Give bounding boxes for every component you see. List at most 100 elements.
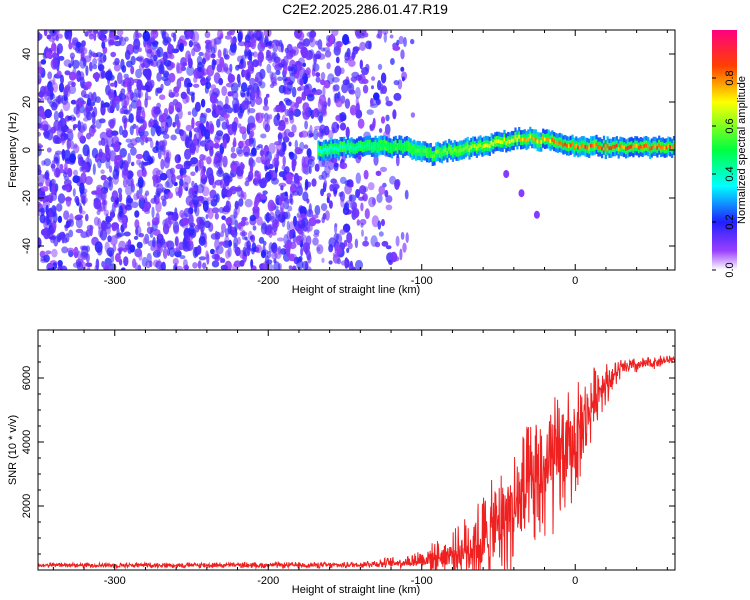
noise-speckle: [312, 63, 320, 72]
noise-speckle: [38, 98, 42, 103]
noise-speckle: [385, 204, 393, 211]
noise-speckle: [372, 117, 376, 129]
noise-speckle: [137, 88, 142, 99]
noise-speckle: [50, 185, 56, 195]
signal-band-core: [462, 147, 466, 152]
noise-speckle: [247, 60, 254, 72]
noise-speckle: [249, 77, 256, 87]
signal-band-core: [403, 144, 407, 149]
noise-speckle: [315, 40, 319, 46]
noise-speckle: [174, 236, 179, 247]
signal-band-core: [466, 144, 469, 149]
signal-band-core: [461, 148, 464, 152]
noise-speckle: [118, 192, 123, 203]
colorbar-gradient: [712, 30, 737, 270]
colorbar-tick-label: 0.8: [724, 70, 736, 85]
noise-speckle: [156, 183, 164, 194]
noise-speckle: [108, 150, 117, 162]
noise-speckle: [312, 128, 319, 141]
noise-speckle: [358, 196, 365, 201]
noise-speckle: [287, 131, 295, 138]
signal-band-core: [420, 150, 423, 155]
noise-speckle: [99, 131, 108, 141]
signal-band-core: [567, 144, 571, 148]
signal-band-core: [359, 143, 362, 148]
noise-speckle: [123, 256, 129, 267]
noise-speckle: [70, 99, 77, 105]
noise-speckle: [360, 222, 364, 228]
signal-band-core: [416, 148, 419, 153]
signal-band-core: [623, 145, 626, 150]
noise-speckle: [251, 242, 257, 253]
noise-speckle: [265, 93, 270, 98]
signal-band-core: [556, 141, 559, 146]
noise-speckle: [38, 182, 44, 187]
noise-speckle: [291, 190, 300, 196]
noise-speckle: [112, 117, 116, 124]
noise-speckle: [375, 170, 382, 176]
chart-title: C2E2.2025.286.01.47.R19: [282, 1, 448, 17]
noise-speckle: [177, 108, 183, 120]
noise-speckle: [227, 91, 234, 97]
noise-speckle: [208, 120, 214, 133]
signal-band-core: [350, 145, 353, 149]
noise-speckle: [153, 106, 161, 115]
signal-band-core: [584, 145, 587, 149]
noise-speckle: [101, 37, 108, 43]
signal-band-core: [490, 140, 493, 145]
noise-speckle: [260, 177, 269, 184]
signal-band-core: [507, 139, 510, 144]
noise-speckle: [50, 178, 57, 186]
noise-speckle: [83, 94, 90, 99]
noise-speckle: [205, 75, 211, 82]
noise-speckle: [244, 180, 250, 187]
noise-speckle: [57, 193, 66, 204]
noise-speckle: [148, 157, 154, 165]
signal-band-core: [409, 146, 412, 150]
noise-speckle: [348, 89, 356, 95]
noise-speckle: [122, 178, 128, 188]
noise-speckle: [42, 197, 47, 203]
noise-speckle: [170, 62, 176, 69]
noise-speckle: [194, 165, 199, 173]
noise-speckle: [151, 217, 160, 226]
noise-speckle: [183, 160, 191, 170]
signal-band-core: [357, 144, 361, 148]
signal-band-core: [424, 149, 427, 153]
noise-speckle: [51, 93, 56, 100]
noise-speckle: [251, 147, 257, 156]
noise-speckle: [162, 247, 168, 259]
noise-speckle: [272, 221, 278, 233]
noise-speckle: [260, 250, 267, 259]
noise-speckle: [401, 76, 405, 82]
signal-band-core: [485, 143, 488, 148]
signal-band-core: [396, 146, 399, 151]
noise-speckle: [175, 265, 183, 270]
noise-speckle: [195, 141, 200, 154]
noise-speckle: [318, 114, 323, 124]
noise-speckle: [56, 203, 63, 212]
noise-speckle: [284, 109, 290, 117]
noise-speckle: [240, 189, 244, 201]
noise-speckle: [82, 195, 86, 206]
noise-speckle: [326, 192, 332, 198]
noise-speckle: [49, 227, 53, 234]
signal-band-core: [656, 146, 659, 150]
noise-speckle: [324, 50, 332, 58]
noise-speckle: [235, 64, 240, 71]
noise-speckle: [266, 63, 272, 74]
signal-band-core: [479, 143, 482, 147]
noise-speckle: [185, 195, 194, 206]
noise-speckle: [351, 78, 357, 83]
noise-speckle: [238, 198, 244, 207]
noise-speckle: [288, 141, 292, 147]
noise-speckle: [373, 154, 379, 166]
noise-speckle: [255, 96, 263, 105]
noise-speckle: [215, 193, 220, 203]
noise-speckle: [160, 241, 169, 248]
signal-band-core: [560, 141, 563, 146]
noise-speckle: [380, 166, 387, 173]
noise-speckle: [183, 259, 188, 268]
noise-speckle: [87, 158, 92, 168]
